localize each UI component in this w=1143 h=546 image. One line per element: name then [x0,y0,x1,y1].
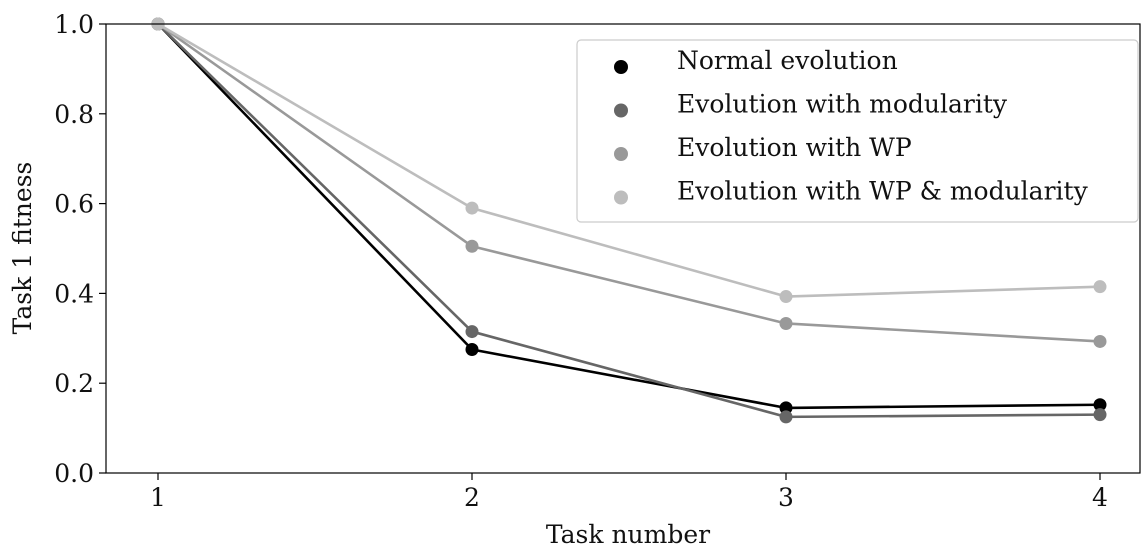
y-tick-label: 0.0 [54,459,94,488]
data-point [1093,280,1107,294]
data-point [465,343,479,357]
x-tick-label: 2 [464,483,480,512]
legend-label: Evolution with WP & modularity [677,177,1089,206]
y-tick-label: 0.2 [54,369,94,398]
data-point [1093,334,1107,348]
series-line [157,22,1101,343]
legend-marker [614,103,628,118]
series-line [157,22,1101,298]
y-tick-label: 1.0 [54,10,94,39]
data-point [1093,398,1107,412]
data-point [779,316,793,330]
y-tick-label: 0.8 [54,100,94,129]
y-axis-ticks: 0.0 0.2 0.4 0.6 0.8 1.0 [54,10,106,488]
data-point [465,201,479,215]
x-axis-label: Task number [546,520,710,546]
series-3 [151,17,1107,304]
data-point [779,290,793,304]
data-point [1093,408,1107,422]
data-point [465,239,479,253]
data-point [465,325,479,339]
x-tick-label: 3 [778,483,794,512]
y-axis-label: Task 1 fitness [8,162,37,335]
legend-marker [614,190,628,205]
legend-marker [614,147,628,161]
plot-frame [105,23,1141,474]
series-line [157,23,1101,410]
legend-marker [614,60,628,74]
x-tick-label: 1 [150,483,166,512]
legend-label: Evolution with WP [677,133,912,162]
y-tick-label: 0.6 [54,190,94,219]
legend: Normal evolution Evolution with modularit… [576,39,1139,223]
legend-items: Normal evolution Evolution with modularit… [614,46,1089,206]
x-axis-ticks: 1 2 3 4 [150,473,1108,512]
legend-label: Normal evolution [677,46,898,75]
data-point [779,401,793,415]
legend-label: Evolution with modularity [677,90,1008,119]
legend-box [576,39,1139,223]
series-line [157,23,1101,419]
data-point [779,410,793,424]
x-tick-label: 4 [1092,483,1108,512]
y-tick-label: 0.4 [54,279,94,308]
